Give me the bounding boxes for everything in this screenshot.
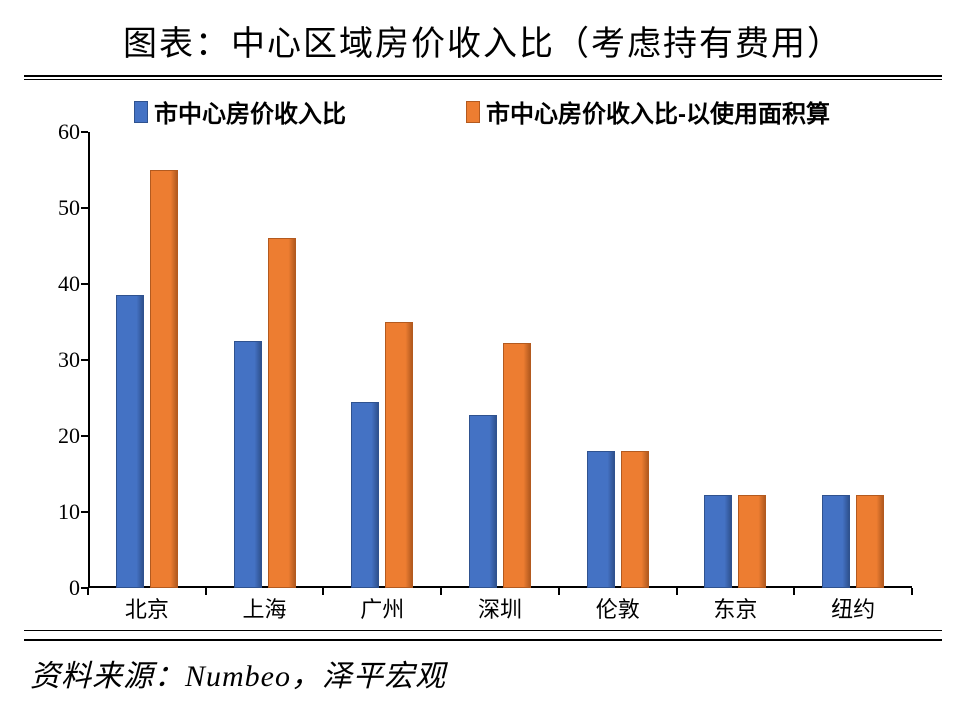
- x-axis-line: [88, 586, 912, 588]
- bar-series2: [385, 322, 413, 588]
- y-tick-mark: [81, 283, 88, 285]
- bar-series1: [351, 402, 379, 588]
- x-category-label: 深圳: [478, 592, 522, 624]
- divider-bottom-thin: [24, 630, 942, 631]
- source-text: 资料来源：Numbeo，泽平宏观: [24, 641, 942, 695]
- x-tick-mark: [87, 588, 89, 595]
- y-tick-label: 40: [30, 271, 80, 297]
- bar-series2: [621, 451, 649, 588]
- legend: 市中心房价收入比 市中心房价收入比-以使用面积算: [134, 94, 902, 129]
- legend-swatch-series1: [134, 101, 148, 123]
- bar-series2: [150, 170, 178, 588]
- x-category-label: 北京: [125, 592, 169, 624]
- x-tick-mark: [558, 588, 560, 595]
- y-tick-label: 10: [30, 499, 80, 525]
- bar-series1: [469, 415, 497, 588]
- x-category-label: 上海: [243, 592, 287, 624]
- plot-area: 0102030405060北京上海广州深圳伦敦东京纽约: [88, 132, 912, 588]
- y-tick-mark: [81, 207, 88, 209]
- bar-series1: [587, 451, 615, 588]
- y-tick-label: 0: [30, 575, 80, 601]
- chart-title: 图表：中心区域房价收入比（考虑持有费用）: [24, 10, 942, 75]
- y-tick-label: 30: [30, 347, 80, 373]
- bar-series2: [268, 238, 296, 588]
- y-tick-label: 60: [30, 119, 80, 145]
- y-tick-label: 50: [30, 195, 80, 221]
- x-tick-mark: [440, 588, 442, 595]
- x-category-label: 东京: [713, 592, 757, 624]
- legend-label-series2: 市中心房价收入比-以使用面积算: [486, 94, 830, 129]
- bar-series2: [856, 495, 884, 588]
- y-tick-mark: [81, 511, 88, 513]
- bar-series1: [704, 495, 732, 588]
- bar-series1: [116, 295, 144, 588]
- legend-label-series1: 市中心房价收入比: [154, 94, 346, 129]
- y-tick-mark: [81, 131, 88, 133]
- x-tick-mark: [911, 588, 913, 595]
- divider-top-thin: [24, 79, 942, 80]
- x-tick-mark: [205, 588, 207, 595]
- chart-container: 图表：中心区域房价收入比（考虑持有费用） 市中心房价收入比 市中心房价收入比-以…: [0, 0, 966, 701]
- y-axis-line: [88, 132, 90, 588]
- x-category-label: 纽约: [831, 592, 875, 624]
- y-tick-mark: [81, 359, 88, 361]
- x-category-label: 广州: [360, 592, 404, 624]
- bar-series1: [822, 495, 850, 588]
- legend-item-series2: 市中心房价收入比-以使用面积算: [466, 94, 830, 129]
- divider-top-thick: [24, 75, 942, 77]
- y-tick-mark: [81, 435, 88, 437]
- y-tick-label: 20: [30, 423, 80, 449]
- x-tick-mark: [793, 588, 795, 595]
- bar-series2: [738, 495, 766, 588]
- chart-area: 市中心房价收入比 市中心房价收入比-以使用面积算 0102030405060北京…: [24, 88, 942, 628]
- legend-item-series1: 市中心房价收入比: [134, 94, 346, 129]
- x-tick-mark: [322, 588, 324, 595]
- x-category-label: 伦敦: [596, 592, 640, 624]
- bar-series1: [234, 341, 262, 588]
- legend-swatch-series2: [466, 101, 480, 123]
- x-tick-mark: [676, 588, 678, 595]
- bar-series2: [503, 343, 531, 588]
